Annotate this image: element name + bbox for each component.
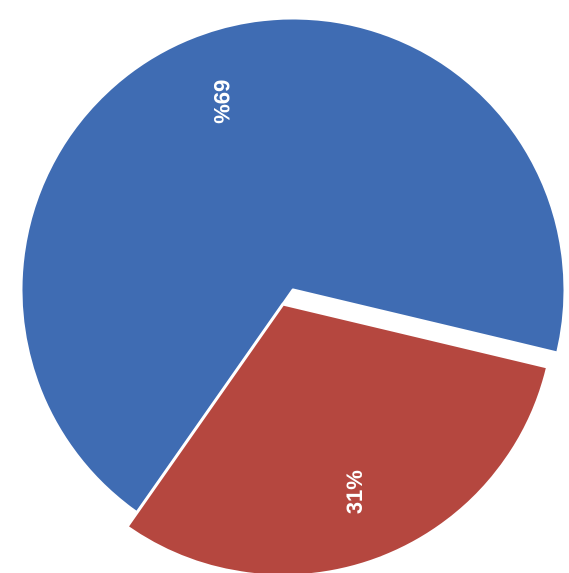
pie-slices	[19, 16, 567, 573]
pie-slice-label-1: 69%	[209, 80, 234, 124]
pie-labels: 69% 31%	[209, 80, 367, 514]
pie-slice-label-2: 31%	[342, 470, 367, 514]
pie-slice-1	[19, 16, 567, 515]
pie-slice-2	[125, 302, 550, 573]
